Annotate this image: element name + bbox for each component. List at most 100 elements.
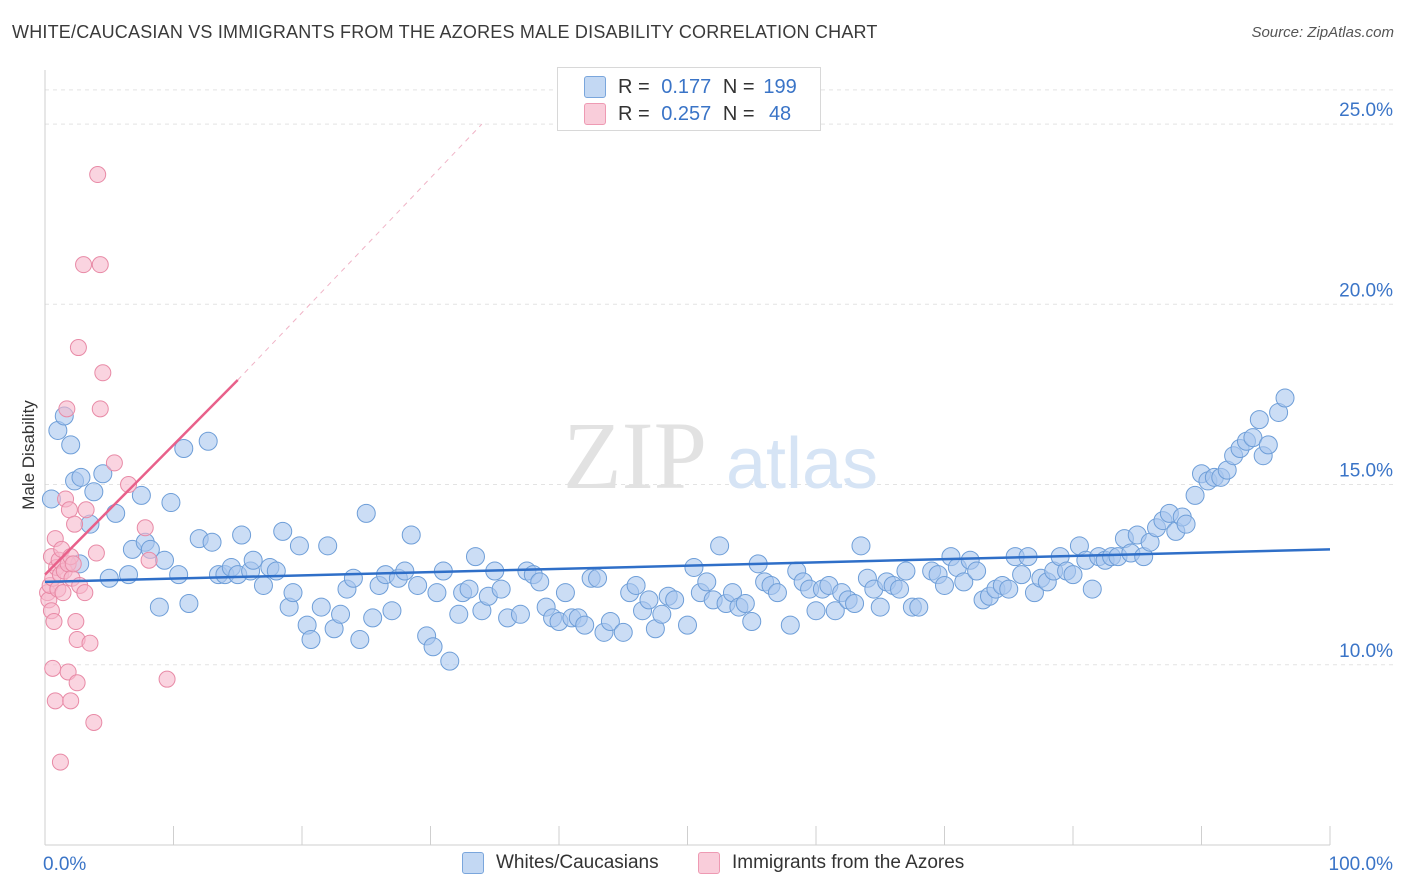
data-point-whites <box>909 597 929 617</box>
data-point-whites <box>780 615 800 635</box>
legend-n-label: N = <box>722 75 755 98</box>
data-point-azores <box>81 634 99 652</box>
legend-swatch-pink <box>584 103 606 125</box>
data-point-whites <box>613 622 633 642</box>
data-point-whites <box>697 572 717 592</box>
data-point-azores <box>91 400 109 418</box>
data-point-azores <box>91 256 109 274</box>
data-point-whites <box>510 604 530 624</box>
data-point-whites <box>806 601 826 621</box>
data-point-whites <box>449 604 469 624</box>
trend-line-azores <box>44 379 239 576</box>
data-point-whites <box>382 601 402 621</box>
data-point-whites <box>289 536 309 556</box>
legend-n-value: 48 <box>768 102 792 125</box>
data-point-whites <box>1258 435 1278 455</box>
data-point-azores <box>85 713 103 731</box>
data-point-whites <box>967 561 987 581</box>
data-point-whites <box>600 612 620 632</box>
data-point-whites <box>408 575 428 595</box>
data-point-azores <box>44 659 62 677</box>
data-point-whites <box>93 464 113 484</box>
legend-swatch-blue <box>462 852 484 874</box>
data-point-azores <box>69 339 87 357</box>
data-point-azores <box>158 670 176 688</box>
legend-n-label: N = <box>722 102 755 125</box>
data-point-azores <box>45 613 63 631</box>
data-point-whites <box>1243 428 1263 448</box>
data-point-whites <box>767 583 787 603</box>
data-point-whites <box>401 525 421 545</box>
data-point-whites <box>149 597 169 617</box>
data-point-whites <box>440 651 460 671</box>
data-point-whites <box>202 532 222 552</box>
data-point-whites <box>999 579 1019 599</box>
y-tick-label: 15.0% <box>1339 461 1393 482</box>
data-point-whites <box>588 568 608 588</box>
legend-r-value: 0.257 <box>661 102 712 125</box>
data-point-azores <box>105 454 123 472</box>
data-point-azores <box>87 544 105 562</box>
data-point-whites <box>935 575 954 595</box>
trend-line-azores-extension <box>237 123 483 381</box>
data-point-whites <box>491 579 511 599</box>
data-point-azores <box>75 256 93 274</box>
data-point-azores <box>120 476 138 494</box>
data-point-whites <box>243 550 263 570</box>
legend-r-value: 0.177 <box>661 75 712 98</box>
data-point-azores <box>66 515 84 533</box>
legend-row-whites: R = 0.177 N = 199 <box>584 75 800 99</box>
data-point-whites <box>427 583 447 603</box>
legend-label: Immigrants from the Azores <box>732 852 965 873</box>
data-point-whites <box>465 547 485 567</box>
trend-lines <box>44 123 1331 584</box>
data-point-whites <box>665 590 685 610</box>
data-point-azores <box>60 501 78 519</box>
data-point-whites <box>356 503 376 523</box>
data-point-whites <box>1063 565 1083 585</box>
data-point-azores <box>54 584 72 602</box>
data-point-whites <box>896 561 916 581</box>
data-point-whites <box>253 575 273 595</box>
legend-n-value: 199 <box>763 75 797 98</box>
legend-item-azores[interactable]: Immigrants from the Azores <box>698 852 964 874</box>
data-point-whites <box>169 565 189 585</box>
data-point-azores <box>68 674 86 692</box>
data-point-whites <box>825 601 845 621</box>
data-point-whites <box>343 568 363 588</box>
data-point-azores <box>94 364 112 382</box>
series-azores-points <box>39 166 176 771</box>
data-point-azores <box>46 692 64 710</box>
x-tick-label: 100.0% <box>1329 854 1394 875</box>
data-point-whites <box>575 615 595 635</box>
data-point-whites <box>179 593 199 613</box>
data-point-azores <box>76 584 94 602</box>
data-point-whites <box>155 550 175 570</box>
data-point-whites <box>851 536 871 556</box>
series-whites-points <box>41 388 1295 671</box>
data-point-whites <box>301 630 321 650</box>
data-point-whites <box>678 615 697 635</box>
legend-item-whites[interactable]: Whites/Caucasians <box>462 852 659 874</box>
data-point-whites <box>1082 579 1102 599</box>
data-point-whites <box>459 579 479 599</box>
data-point-whites <box>639 590 659 610</box>
data-point-azores <box>58 400 76 418</box>
axes <box>44 70 1331 846</box>
data-point-azores <box>136 519 154 537</box>
data-point-azores <box>77 501 95 519</box>
legend-r-label: R = <box>618 102 650 125</box>
x-tick-label: 0.0% <box>43 854 86 875</box>
data-point-azores <box>89 166 107 184</box>
legend-swatch-blue <box>584 76 606 98</box>
data-point-whites <box>1249 410 1269 430</box>
data-point-azores <box>67 613 85 631</box>
data-point-whites <box>106 503 126 523</box>
data-point-whites <box>363 608 383 628</box>
data-point-whites <box>530 572 550 592</box>
data-point-whites <box>318 536 338 556</box>
legend-row-azores: R = 0.257 N = 48 <box>584 102 800 126</box>
chart-title: WHITE/CAUCASIAN VS IMMIGRANTS FROM THE A… <box>12 22 878 42</box>
data-point-whites <box>652 604 672 624</box>
